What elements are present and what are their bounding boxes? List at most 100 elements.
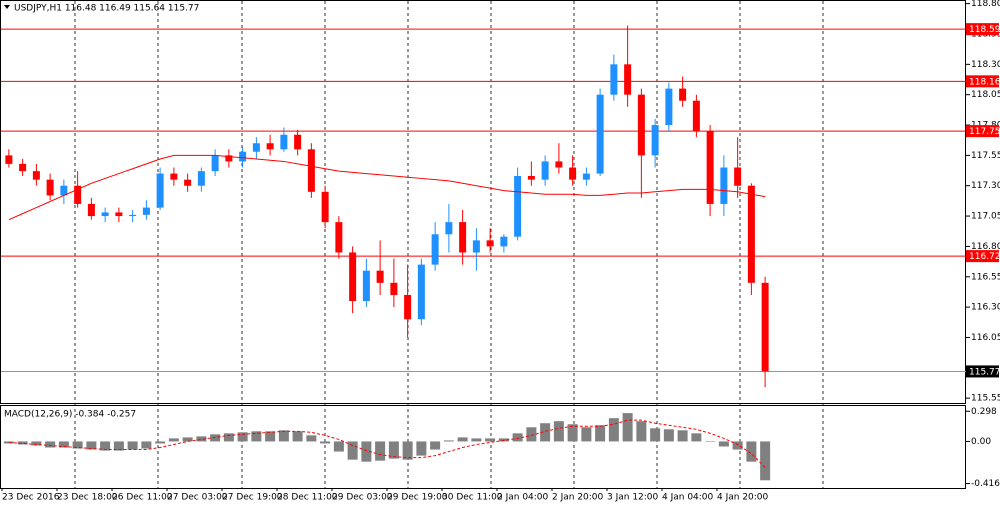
macd-bar: [306, 435, 317, 442]
x-tick-label: 29 Dec 03:00: [332, 493, 393, 503]
candle-body: [541, 161, 549, 180]
macd-bar: [361, 441, 372, 462]
macd-bar: [17, 441, 28, 445]
candle-body: [321, 191, 329, 223]
candle-body: [335, 222, 343, 253]
candle-body: [5, 155, 13, 164]
main-panel-frame: [0, 0, 966, 404]
candle-body: [651, 125, 659, 156]
candle-body: [87, 203, 95, 217]
candle-body: [197, 171, 205, 186]
macd-bar: [375, 441, 386, 461]
macd-panel-frame: [0, 405, 966, 489]
macd-bar: [650, 428, 661, 442]
y-tick-label: 116.30: [971, 303, 1000, 313]
macd-bar: [718, 441, 729, 447]
x-tick-label: 4 Jan 04:00: [662, 493, 714, 503]
macd-signal: [8, 419, 766, 468]
x-tick-label: 2 Jan 04:00: [497, 493, 549, 503]
macd-bar: [663, 429, 674, 442]
macd-bar: [292, 431, 303, 442]
x-tick-label: 3 Jan 12:00: [607, 493, 659, 503]
x-tick-label: 2 Jan 20:00: [552, 493, 604, 503]
macd-bar: [223, 433, 234, 442]
candle-body: [445, 222, 453, 235]
macd-bar: [72, 441, 83, 449]
candle-body: [610, 64, 618, 95]
candle-body: [349, 252, 357, 302]
macd-title: MACD(12,26,9) -0.384 -0.257: [4, 410, 136, 420]
macd-bar: [196, 436, 207, 442]
macd-bar: [347, 441, 358, 460]
macd-bar: [237, 432, 248, 442]
level-line-label: 118.59: [969, 25, 1000, 35]
candle-body: [596, 94, 604, 174]
level-line-label-box: [966, 23, 999, 36]
x-tick-label: 23 Dec 2016: [2, 493, 60, 503]
candle-body: [307, 149, 315, 192]
candle-body: [101, 212, 109, 217]
candle-body: [720, 167, 728, 204]
y-tick-label: 117.55: [971, 151, 1000, 161]
candle-body: [706, 131, 714, 204]
macd-bar: [251, 431, 262, 442]
candle-body: [431, 234, 439, 265]
candle-body: [362, 270, 370, 302]
y-tick-label: 115.55: [971, 394, 1000, 404]
x-tick-label: 27 Dec 03:00: [167, 493, 228, 503]
candle-body: [19, 163, 27, 172]
candle-body: [679, 88, 687, 101]
candle-body: [417, 264, 425, 320]
macd-bar: [278, 430, 289, 442]
y-tick-label: 117.05: [971, 212, 1000, 222]
macd-bar: [100, 441, 111, 451]
macd-bar: [498, 438, 509, 442]
macd-bar: [45, 441, 56, 448]
macd-bar: [732, 441, 743, 450]
candle-body: [637, 94, 645, 156]
candle-body: [734, 167, 742, 186]
candle-body: [156, 173, 164, 208]
candle-body: [555, 161, 563, 168]
candle-body: [390, 282, 398, 295]
candle-body: [129, 214, 137, 217]
menu-arrow[interactable]: [4, 5, 10, 9]
macd-bar: [760, 441, 771, 481]
macd-bar: [691, 433, 702, 442]
x-tick-label: 26 Dec 11:00: [112, 493, 173, 503]
candle-body: [514, 176, 522, 237]
y-tick-label: 116.80: [971, 242, 1000, 252]
candle-body: [252, 143, 260, 152]
macd-bar: [485, 438, 496, 442]
candle-body: [486, 240, 494, 247]
candle-body: [170, 173, 178, 180]
macd-bar: [86, 441, 97, 450]
x-tick-label: 28 Dec 11:00: [277, 493, 338, 503]
y-tick-label: 118.80: [971, 0, 1000, 9]
candle-body: [142, 207, 150, 215]
macd-bar: [31, 441, 42, 446]
macd-bar: [443, 440, 454, 442]
macd-bar: [636, 421, 647, 442]
candle-body: [500, 236, 508, 247]
macd-bar: [320, 441, 331, 444]
chart-header: USDJPY,H1 116.48 116.49 115.64 115.77: [14, 4, 199, 14]
macd-bar: [265, 431, 276, 442]
macd-bar: [608, 418, 619, 442]
macd-bar: [388, 441, 399, 459]
candle-body: [747, 185, 755, 283]
current-price-line-label: 115.77: [969, 367, 1000, 377]
candle-body: [376, 270, 384, 283]
candle-body: [211, 155, 219, 172]
macd-bar: [182, 437, 193, 442]
level-line-label: 118.16: [969, 77, 1000, 87]
macd-tick-label: -0.416: [971, 479, 1000, 489]
y-tick-label: 118.05: [971, 90, 1000, 100]
macd-bar: [113, 441, 124, 451]
macd-bar: [526, 427, 537, 442]
level-line-label-box: [966, 125, 999, 138]
x-tick-label: 29 Dec 19:00: [387, 493, 448, 503]
y-tick-label: 117.30: [971, 181, 1000, 191]
